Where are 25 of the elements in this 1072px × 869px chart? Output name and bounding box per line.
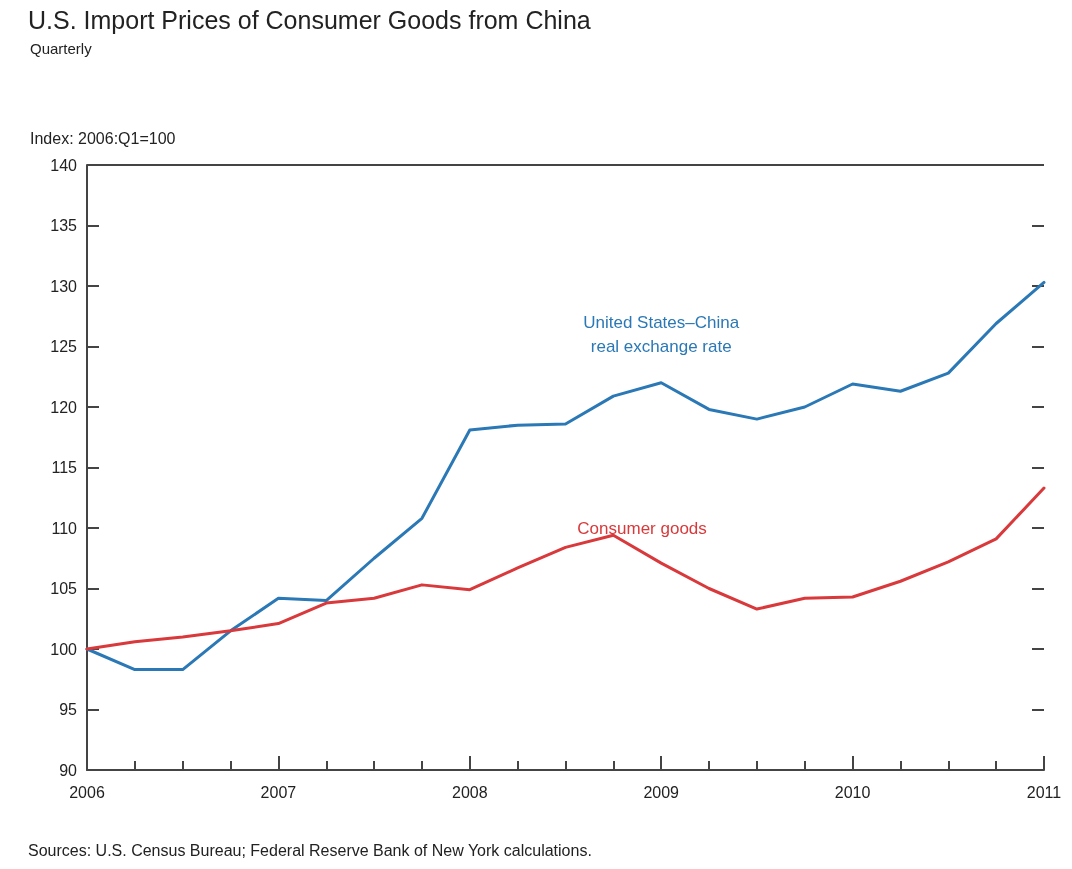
y-tick-label: 115 xyxy=(51,459,78,476)
line-series xyxy=(85,280,1046,672)
y-axis-title: Index: 2006:Q1=100 xyxy=(30,130,176,148)
x-tick-label: 2011 xyxy=(1026,783,1062,801)
series-label: Consumer goods xyxy=(577,518,707,538)
chart-subtitle: Quarterly xyxy=(30,40,92,57)
x-tick-label: 2007 xyxy=(260,783,297,801)
y-tick-label: 135 xyxy=(50,217,78,234)
x-tick-label: 2008 xyxy=(452,783,488,801)
y-tick-label: 105 xyxy=(50,580,78,597)
y-tick-label: 110 xyxy=(51,519,78,537)
y-tick-label: 120 xyxy=(50,398,78,416)
y-tick-label: 100 xyxy=(50,640,78,658)
y-tick-label: 130 xyxy=(50,277,78,295)
x-tick-label: 2010 xyxy=(834,783,871,801)
x-tick-label: 2009 xyxy=(643,783,680,801)
chart-title: U.S. Import Prices of Consumer Goods from China xyxy=(28,6,591,35)
x-tick-label: 2006 xyxy=(69,783,105,801)
source-note: Sources: U.S. Census Bureau; Federal Reserve Bank of New York calculations. xyxy=(28,842,592,860)
y-tick-label: 95 xyxy=(59,701,78,718)
y-tick-label: 90 xyxy=(59,761,78,779)
line-series xyxy=(85,486,1046,651)
y-tick-label: 140 xyxy=(50,156,78,174)
y-tick-label: 125 xyxy=(50,338,78,355)
text: United States–China real exchange rate xyxy=(583,312,740,356)
